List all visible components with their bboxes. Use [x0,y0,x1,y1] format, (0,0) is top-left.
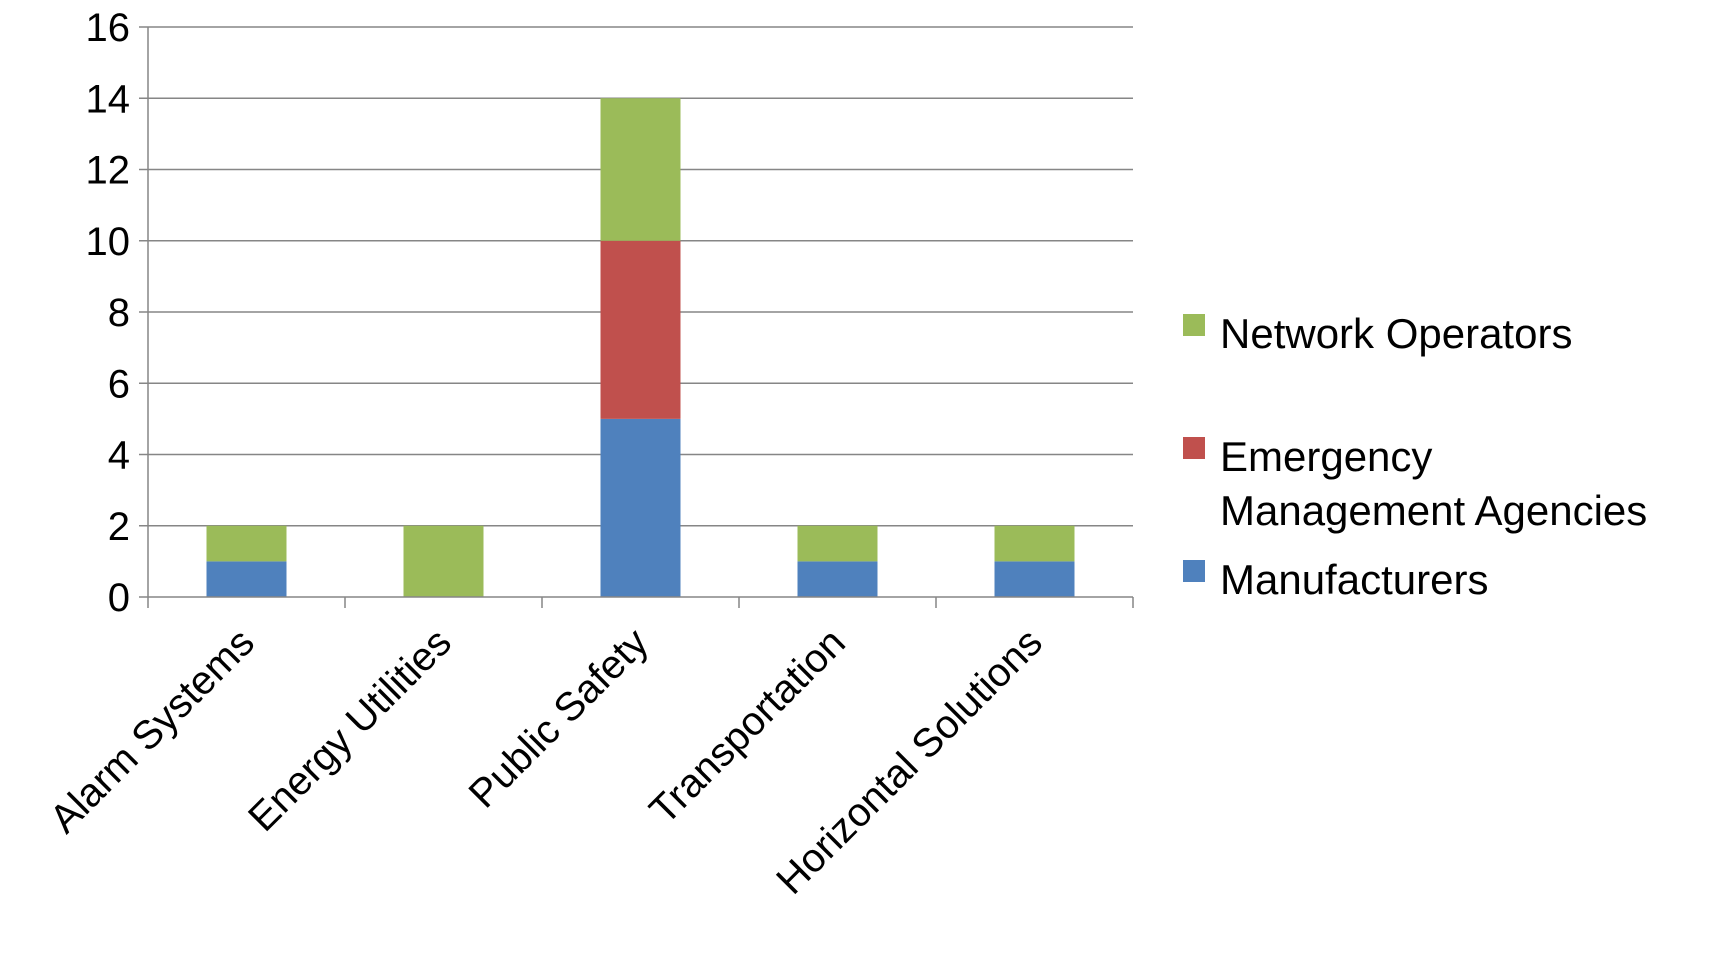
x-category-label-public-safety: Public Safety [461,620,657,816]
bar-horizontal-solutions-network-operators [994,525,1075,562]
bar-public-safety-emergency-management-agencies [600,240,681,419]
bars [206,98,1075,597]
y-tick-label-16: 16 [86,6,131,50]
y-tick-labels: 0 2 4 6 8 10 12 14 16 [86,6,131,620]
bar-horizontal-solutions-manufacturers [994,561,1075,597]
bar-alarm-systems-manufacturers [206,561,287,597]
legend: Network Operators Emergency Management Age… [1183,310,1647,603]
x-category-label-alarm-systems: Alarm Systems [42,620,263,841]
legend-label-network-operators: Network Operators [1220,310,1572,357]
x-category-label-energy-utilities: Energy Utilities [240,620,460,840]
y-tick-label-14: 14 [86,77,131,121]
y-tick-label-8: 8 [108,291,130,335]
bar-transportation-network-operators [797,525,878,562]
bar-public-safety-manufacturers [600,418,681,597]
y-tick-label-2: 2 [108,505,130,549]
y-tick-label-12: 12 [86,149,131,193]
axes [139,26,1134,608]
bar-energy-utilities-network-operators [403,525,484,597]
x-category-label-transportation: Transportation [641,620,853,832]
y-tick-label-6: 6 [108,362,130,406]
bar-transportation-manufacturers [797,561,878,597]
y-tick-label-10: 10 [86,220,131,264]
legend-swatch-network-operators [1183,314,1205,336]
y-tick-label-0: 0 [108,576,130,620]
legend-swatch-emergency-management-agencies [1183,437,1205,459]
y-tick-label-4: 4 [108,434,130,478]
legend-swatch-manufacturers [1183,560,1205,582]
bar-public-safety-network-operators [600,98,681,241]
legend-label-emergency-management-agencies: Emergency Management Agencies [1220,433,1647,534]
legend-label-manufacturers: Manufacturers [1220,556,1488,603]
bar-alarm-systems-network-operators [206,525,287,562]
